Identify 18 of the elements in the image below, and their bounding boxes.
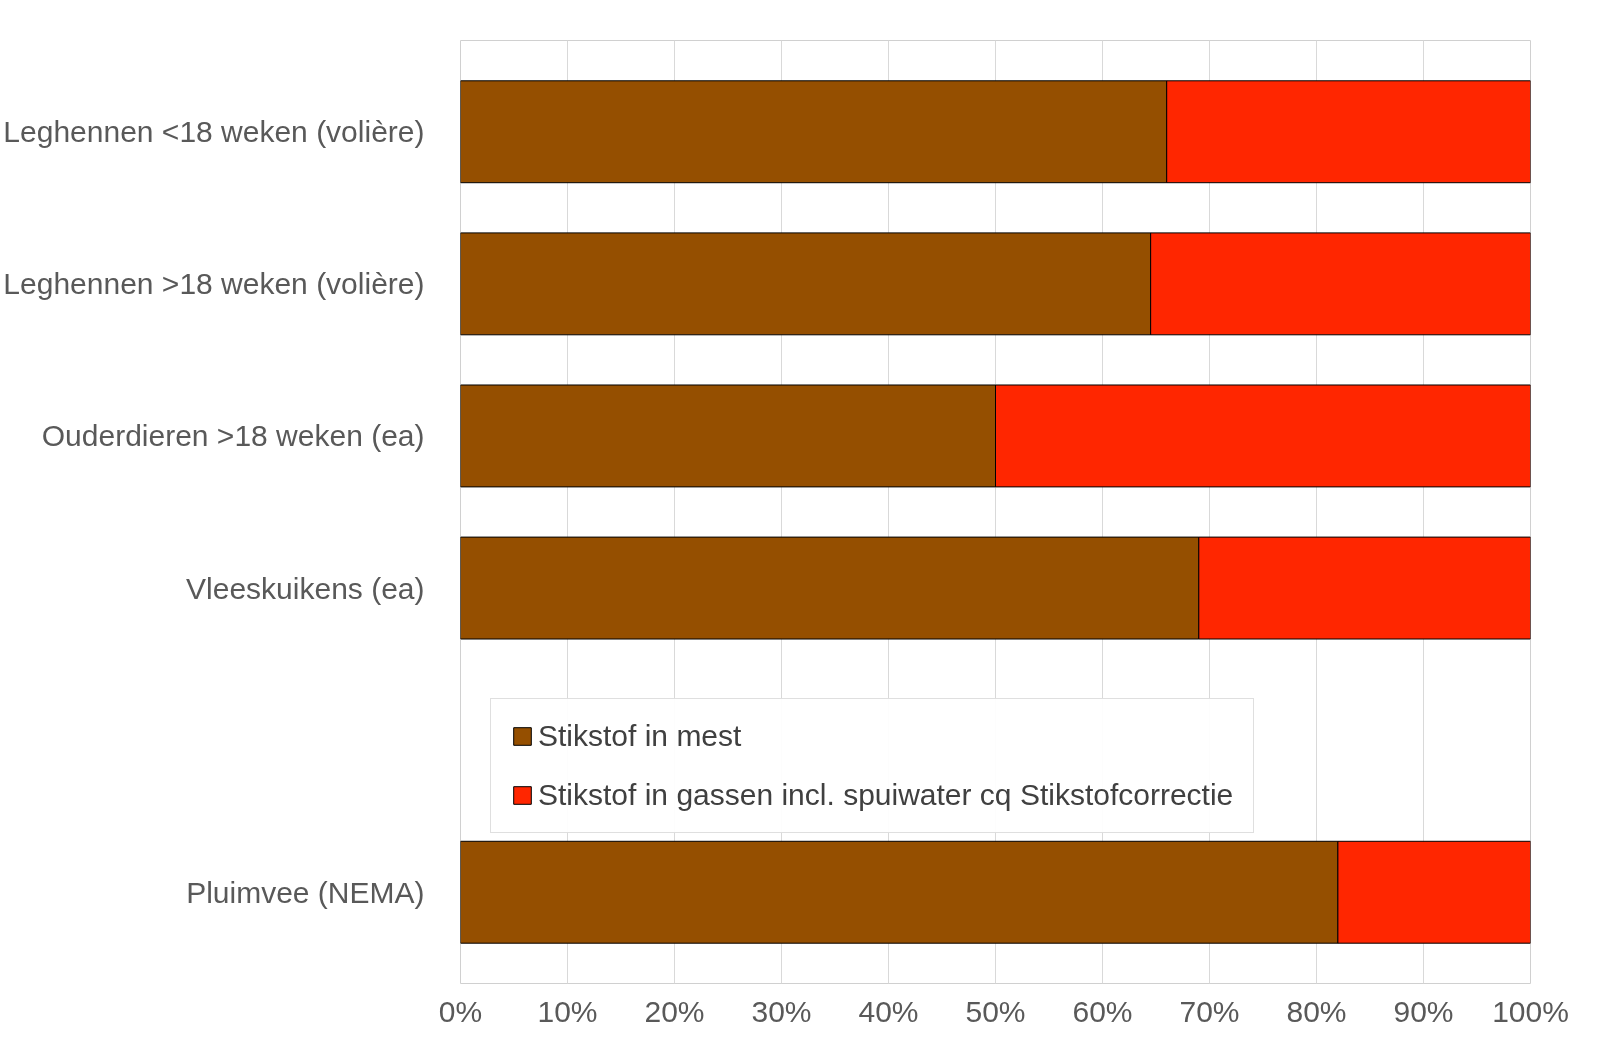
x-tick-label: 40% — [858, 994, 919, 1028]
x-tick-label: 60% — [1072, 994, 1133, 1028]
x-tick-label: 70% — [1179, 994, 1240, 1028]
x-tick-label: 10% — [537, 994, 598, 1028]
y-tick-label: Leghennen >18 weken (volière) — [3, 267, 425, 301]
x-tick-label: 80% — [1286, 994, 1347, 1028]
x-tick-label: 30% — [751, 994, 812, 1028]
x-tick-label: 20% — [644, 994, 705, 1028]
x-tick-label: 90% — [1393, 994, 1454, 1028]
x-tick-label: 100% — [1492, 994, 1569, 1028]
legend-label: Stikstof in gassen incl. spuiwater cq Stikstofcorrectie — [538, 778, 1234, 812]
x-tick-label: 50% — [965, 994, 1026, 1028]
y-tick-label: Ouderdieren >18 weken (ea) — [41, 419, 425, 453]
y-tick-label: Vleeskuikens (ea) — [186, 571, 425, 605]
y-tick-label: Leghennen <18 weken (volière) — [3, 115, 425, 149]
legend-label: Stikstof in mest — [538, 719, 742, 753]
y-tick-label: Pluimvee (NEMA) — [186, 875, 425, 909]
x-tick-label: 0% — [438, 994, 483, 1028]
